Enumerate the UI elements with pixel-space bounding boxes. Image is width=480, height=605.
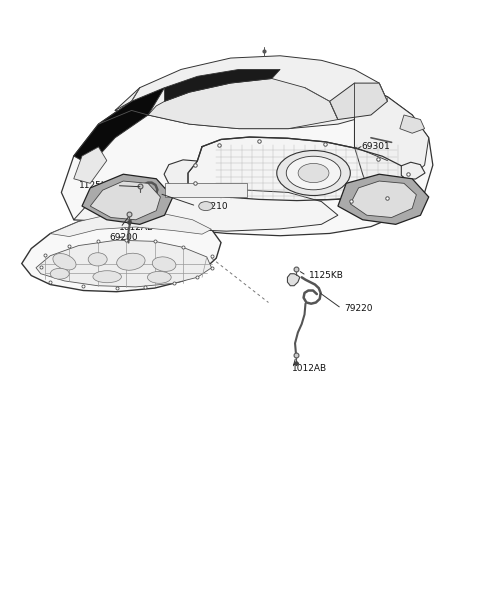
- Text: 1012AB: 1012AB: [119, 223, 154, 232]
- Text: 69301: 69301: [361, 142, 390, 151]
- Polygon shape: [288, 273, 300, 286]
- Ellipse shape: [117, 253, 145, 270]
- Text: 1125KB: 1125KB: [79, 181, 114, 190]
- Polygon shape: [400, 115, 425, 133]
- Polygon shape: [74, 88, 165, 165]
- Text: 1012AB: 1012AB: [292, 364, 327, 373]
- Ellipse shape: [152, 257, 176, 272]
- Polygon shape: [74, 188, 338, 231]
- Ellipse shape: [277, 151, 350, 195]
- Polygon shape: [354, 83, 429, 197]
- Polygon shape: [188, 137, 411, 201]
- Text: 79220: 79220: [344, 304, 373, 313]
- Ellipse shape: [199, 201, 213, 211]
- Polygon shape: [61, 74, 433, 236]
- Ellipse shape: [53, 253, 76, 270]
- Polygon shape: [22, 212, 221, 292]
- Polygon shape: [165, 70, 280, 101]
- Polygon shape: [330, 83, 387, 120]
- Polygon shape: [82, 174, 173, 224]
- Ellipse shape: [147, 271, 171, 283]
- Polygon shape: [164, 160, 202, 192]
- Polygon shape: [401, 162, 425, 179]
- Polygon shape: [115, 56, 387, 129]
- Text: 1125KB: 1125KB: [309, 271, 344, 280]
- Ellipse shape: [298, 163, 329, 183]
- Polygon shape: [90, 181, 160, 220]
- Polygon shape: [338, 174, 429, 224]
- Polygon shape: [148, 79, 338, 129]
- Text: 69200: 69200: [109, 234, 138, 242]
- Ellipse shape: [93, 270, 121, 283]
- Ellipse shape: [50, 269, 69, 279]
- Polygon shape: [36, 240, 212, 287]
- Polygon shape: [50, 212, 212, 237]
- Polygon shape: [165, 183, 247, 197]
- Polygon shape: [350, 181, 416, 218]
- Polygon shape: [123, 195, 134, 209]
- Text: 79210: 79210: [200, 202, 228, 211]
- Polygon shape: [74, 147, 107, 183]
- Ellipse shape: [286, 156, 341, 190]
- Ellipse shape: [88, 253, 107, 266]
